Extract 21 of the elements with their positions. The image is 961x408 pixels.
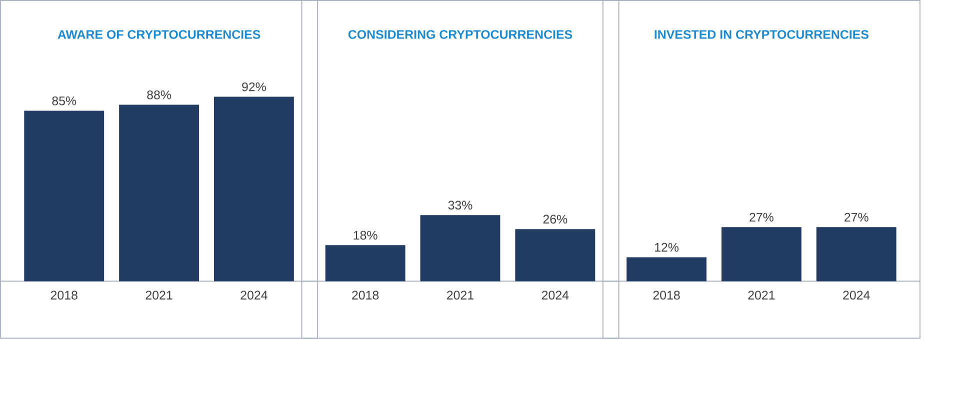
x-tick-label: 2024 <box>843 290 870 300</box>
text: AWARE OF CRYPTOCURRENCIES <box>58 30 260 40</box>
x-tick-label: 2018 <box>653 290 680 300</box>
data-label: 85% <box>52 96 76 106</box>
text: INVESTED IN CRYPTOCURRENCIES <box>654 30 868 40</box>
x-tick-label: 2018 <box>50 290 78 300</box>
x-tick-label: 2021 <box>146 290 172 300</box>
x-tick-label: 2021 <box>748 290 775 300</box>
data-label: 18% <box>354 231 378 240</box>
x-tick-label: 2021 <box>447 290 474 300</box>
data-label: 92% <box>242 82 266 92</box>
x-tick-label: 2018 <box>352 290 379 300</box>
x-tick-label: 2024 <box>542 290 569 300</box>
x-tick-label: 2024 <box>240 290 268 300</box>
data-label: 12% <box>655 243 679 252</box>
data-label: 33% <box>448 200 472 210</box>
data-label: 26% <box>543 215 568 224</box>
data-label: 27% <box>750 213 774 222</box>
data-label: 88% <box>147 90 172 100</box>
data-label: 27% <box>844 213 868 222</box>
text: CONSIDERING CRYPTOCURRENCIES <box>348 30 572 40</box>
